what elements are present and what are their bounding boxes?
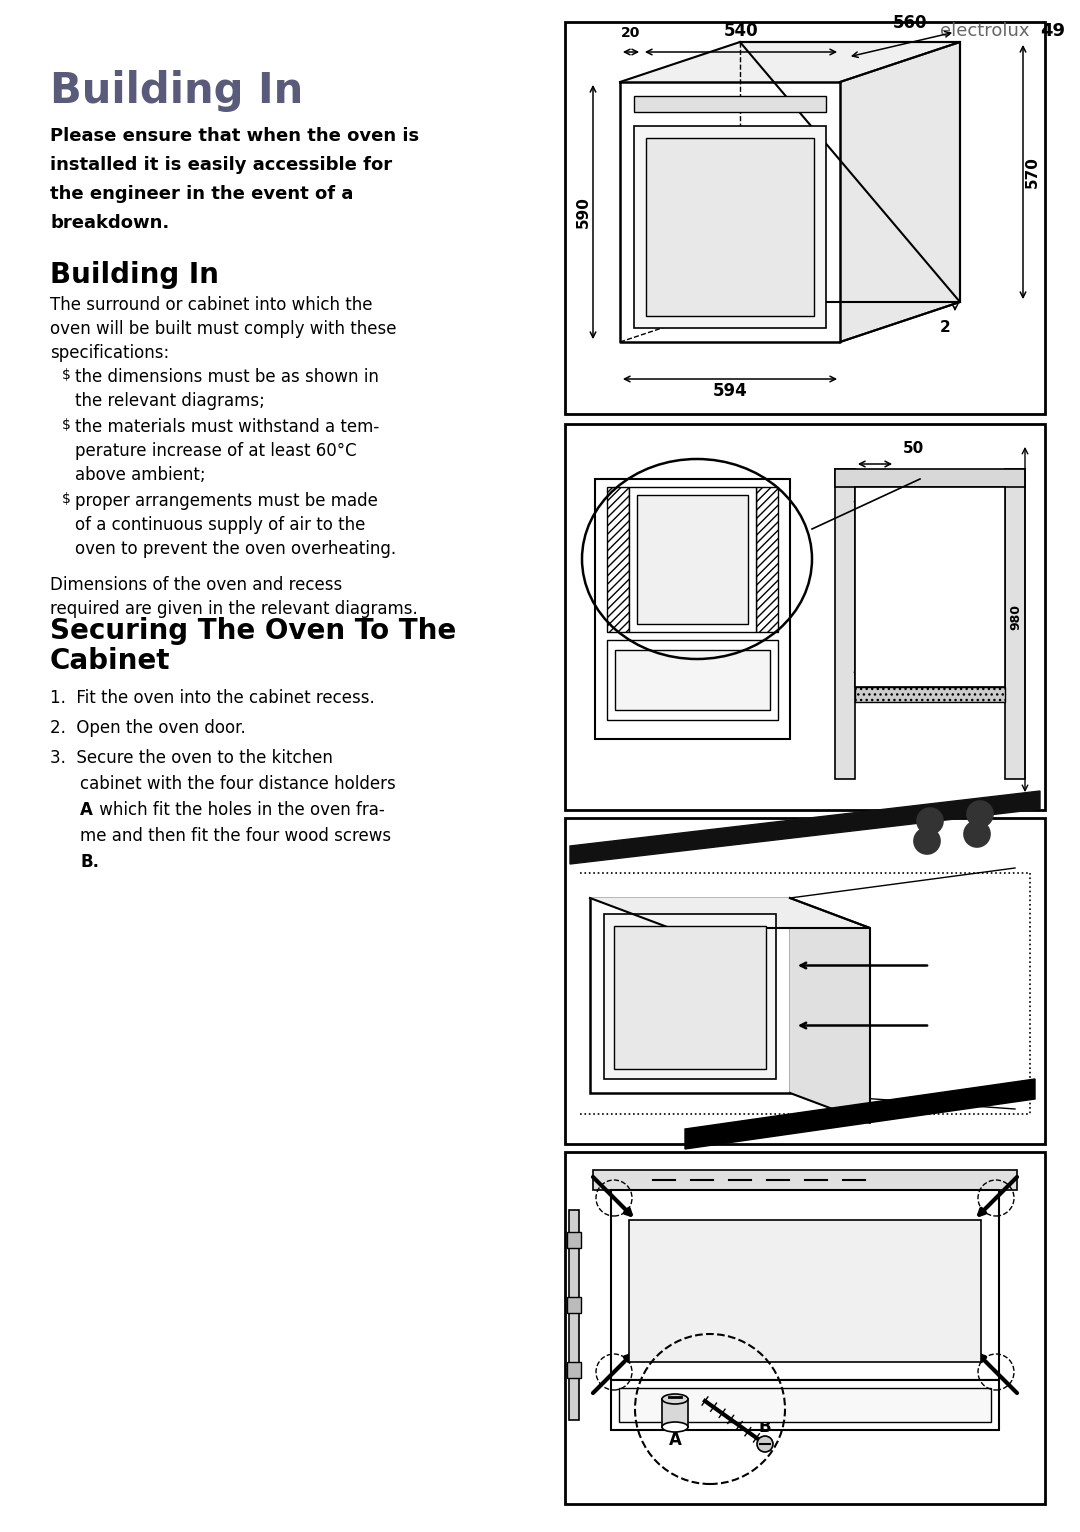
Circle shape	[757, 1435, 773, 1452]
Text: $: $	[62, 368, 71, 381]
Text: Cabinet: Cabinet	[50, 647, 171, 676]
Text: 49: 49	[1040, 21, 1065, 40]
Text: oven will be built must comply with these: oven will be built must comply with thes…	[50, 320, 396, 339]
Text: the dimensions must be as shown in: the dimensions must be as shown in	[75, 368, 379, 386]
Text: 550 MIN: 550 MIN	[865, 570, 923, 584]
Text: B.: B.	[80, 853, 99, 872]
Text: A: A	[80, 801, 93, 820]
Text: 2: 2	[940, 320, 950, 336]
Bar	[634, 126, 826, 328]
Circle shape	[964, 821, 990, 847]
Text: above ambient;: above ambient;	[75, 466, 205, 484]
Text: 3.  Secure the oven to the kitchen: 3. Secure the oven to the kitchen	[50, 749, 333, 768]
Circle shape	[967, 801, 993, 827]
Text: 570: 570	[1025, 156, 1040, 188]
Text: oven to prevent the oven overheating.: oven to prevent the oven overheating.	[75, 539, 396, 558]
Text: Dimensions of the oven and recess: Dimensions of the oven and recess	[50, 576, 342, 594]
Bar	[629, 487, 756, 633]
Text: which fit the holes in the oven fra-: which fit the holes in the oven fra-	[94, 801, 384, 820]
Bar	[607, 640, 778, 720]
Bar	[634, 97, 826, 112]
Text: 594: 594	[713, 381, 747, 400]
Text: the relevant diagrams;: the relevant diagrams;	[75, 392, 265, 411]
Text: installed it is easily accessible for: installed it is easily accessible for	[50, 156, 392, 175]
Polygon shape	[685, 1079, 1035, 1149]
Text: 20: 20	[621, 26, 640, 40]
Text: 1.  Fit the oven into the cabinet recess.: 1. Fit the oven into the cabinet recess.	[50, 689, 375, 706]
Bar	[615, 650, 770, 709]
Bar	[611, 1190, 999, 1380]
Bar	[565, 21, 1045, 414]
Bar	[637, 495, 748, 624]
Text: breakdown.: breakdown.	[50, 214, 170, 231]
Bar	[835, 469, 1025, 487]
Bar	[567, 1362, 581, 1377]
Text: the engineer in the event of a: the engineer in the event of a	[50, 185, 353, 204]
Text: Please ensure that when the oven is: Please ensure that when the oven is	[50, 127, 419, 146]
Text: Building In: Building In	[50, 70, 303, 112]
Bar	[593, 1170, 1017, 1190]
Bar	[590, 898, 789, 1092]
Text: proper arrangements must be made: proper arrangements must be made	[75, 492, 378, 510]
Bar	[595, 480, 789, 738]
Text: required are given in the relevant diagrams.: required are given in the relevant diagr…	[50, 601, 418, 617]
Text: A: A	[669, 1431, 681, 1449]
Bar	[1005, 469, 1025, 778]
Bar	[567, 1232, 581, 1249]
Bar	[604, 915, 777, 1079]
Bar	[567, 1298, 581, 1313]
Text: the materials must withstand a tem-: the materials must withstand a tem-	[75, 418, 379, 437]
Bar	[756, 487, 778, 633]
Text: B: B	[758, 1419, 771, 1435]
Polygon shape	[789, 898, 870, 1123]
Text: specifications:: specifications:	[50, 345, 170, 362]
Text: The surround or cabinet into which the: The surround or cabinet into which the	[50, 296, 373, 314]
Bar	[662, 1399, 688, 1426]
Text: electrolux: electrolux	[940, 21, 1036, 40]
Text: cabinet with the four distance holders: cabinet with the four distance holders	[80, 775, 395, 794]
Bar	[629, 1219, 981, 1362]
Bar	[565, 818, 1045, 1144]
Bar	[565, 1152, 1045, 1504]
Ellipse shape	[662, 1422, 688, 1432]
Text: $: $	[62, 492, 71, 506]
Text: 2.  Open the oven door.: 2. Open the oven door.	[50, 719, 246, 737]
Polygon shape	[570, 791, 1040, 864]
Text: Securing The Oven To The: Securing The Oven To The	[50, 617, 456, 645]
Polygon shape	[840, 41, 960, 342]
Text: 540: 540	[724, 21, 758, 40]
Circle shape	[914, 827, 940, 853]
Polygon shape	[590, 898, 870, 928]
Text: Building In: Building In	[50, 260, 219, 290]
Bar	[855, 686, 1005, 702]
Text: 590: 590	[576, 196, 591, 228]
Circle shape	[917, 807, 943, 833]
Text: of a continuous supply of air to the: of a continuous supply of air to the	[75, 516, 365, 535]
Ellipse shape	[662, 1394, 688, 1403]
Bar	[565, 424, 1045, 810]
Bar	[615, 925, 766, 1069]
Bar	[835, 469, 855, 778]
Text: 560÷570: 560÷570	[865, 593, 928, 605]
Text: 560: 560	[892, 14, 927, 32]
Bar	[569, 1210, 579, 1420]
Bar	[607, 487, 629, 633]
Bar	[611, 1380, 999, 1429]
Text: $: $	[62, 418, 71, 432]
Bar	[646, 138, 814, 316]
Text: 980: 980	[1009, 604, 1022, 630]
Text: perature increase of at least 60°C: perature increase of at least 60°C	[75, 443, 356, 460]
Polygon shape	[620, 83, 840, 342]
Text: me and then fit the four wood screws: me and then fit the four wood screws	[80, 827, 391, 846]
Text: 50: 50	[903, 441, 924, 457]
Bar	[855, 487, 1005, 686]
Polygon shape	[620, 41, 960, 83]
Bar	[619, 1388, 991, 1422]
